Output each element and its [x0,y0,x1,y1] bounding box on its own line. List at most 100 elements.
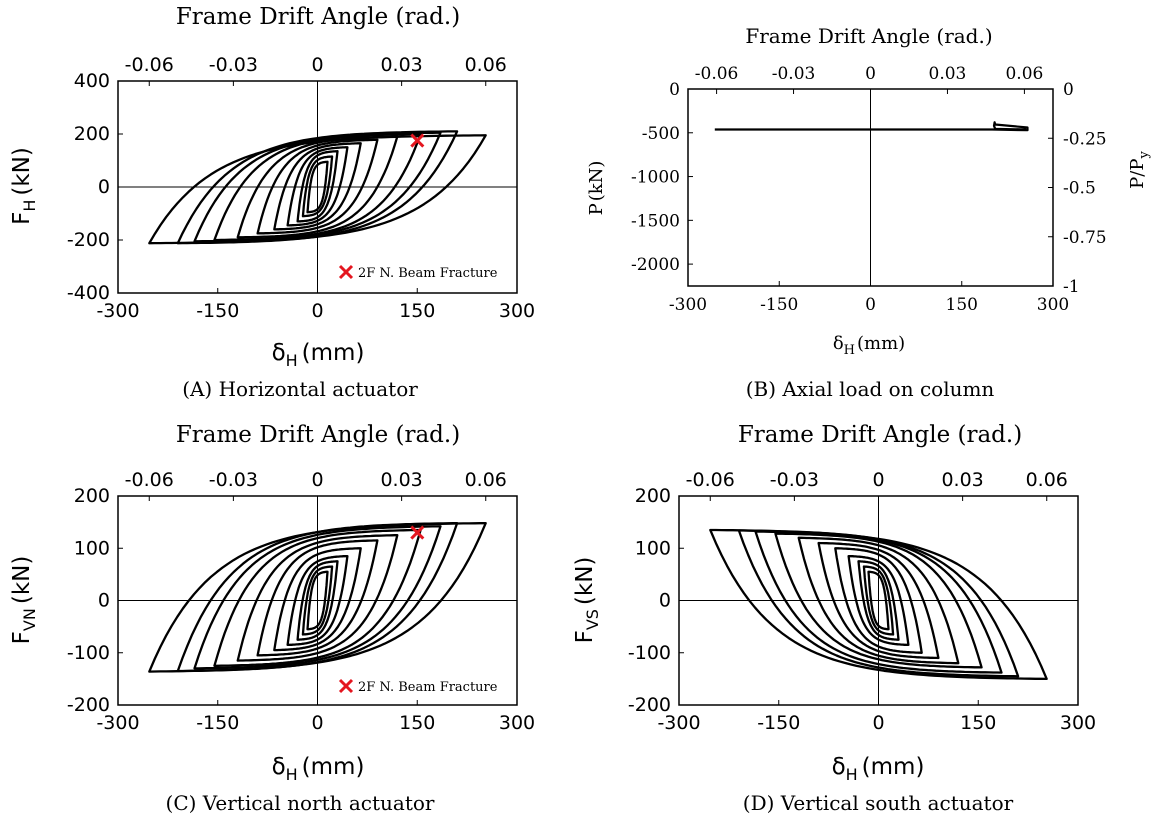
panel-a-x-tick-label: 0 [311,300,323,322]
panel-d: Frame Drift Angle (rad.) -0.06 -0.03 0 0.03… [572,422,1096,815]
panel-b-y-tick-label: -500 [642,124,680,144]
panel-c-hysteresis-loop [301,565,334,636]
panel-d-top-tick-label: 0.03 [941,469,983,491]
panel-b-top-ticks: -0.06 -0.03 0 0.03 0.06 [695,64,1043,94]
panel-d-x-tick-label: 0 [872,712,884,734]
panel-a-y-ticks: -400 -200 0 200 400 [67,70,123,304]
panel-b: Frame Drift Angle (rad.) -0.06 -0.03 0 0.03… [586,24,1152,401]
panel-a-curves [148,130,487,245]
panel-a-hysteresis-loop [286,146,349,227]
panel-a-hysteresis-loop [148,134,487,245]
panel-a-y-tick-label: -200 [67,229,110,251]
panel-c-y-tick-label: 100 [74,537,110,559]
panel-d-hysteresis-loop [847,554,910,647]
panel-b-x-tick-label: 300 [1037,295,1069,315]
panel-b-top-tick-label: 0.03 [929,64,967,84]
panel-d-y-tick-label: 100 [635,537,671,559]
panel-d-top-tick-label: 0.06 [1026,469,1068,491]
panel-c-hysteresis-loop [148,522,487,673]
panel-d-x-tick-label: -300 [657,712,700,734]
panel-b-y-ticks: 0 -500 -1000 -1500 -2000 [631,80,693,275]
panel-c-marker-legend: 2F N. Beam Fracture [338,678,498,695]
panel-b-caption: (B) Axial load on column [746,377,995,401]
panel-c-y-ticks: -200 -100 0 100 200 [67,485,123,716]
panel-d-hysteresis-loop [862,565,895,636]
panel-d-x-tick-label: 150 [960,712,996,734]
panel-a-x-tick-label: 300 [499,300,535,322]
panel-a-caption: (A) Horizontal actuator [182,377,418,401]
panel-c-x-tick-label: -300 [96,712,139,734]
panel-a-top-tick-label: -0.06 [125,54,174,76]
panel-c-caption: (C) Vertical north actuator [166,791,435,815]
panel-c-top-tick-label: 0.03 [380,469,422,491]
panel-b-top-tick-label: -0.03 [772,64,816,84]
panel-a-top-ticks: -0.06 -0.03 0 0.03 0.06 [125,54,507,86]
panel-c-y-axis-label: FVN(kN) [9,556,39,645]
panel-c-top-tick-label: 0.06 [465,469,507,491]
panel-b-right-tick-label: -0.25 [1063,129,1107,149]
panel-d-y-tick-label: 0 [659,590,671,612]
panel-a-x-axis-label: δH (mm) [272,340,365,370]
panel-b-top-tick-label: 0.06 [1005,64,1043,84]
panel-b-x-ticks: -300 -150 0 150 300 [669,281,1069,315]
panel-c-fracture-marker [410,525,425,540]
panel-d-hysteresis-loop [817,541,940,660]
panel-c-legend-x-icon [338,678,354,694]
panel-c-x-tick-label: 150 [399,712,435,734]
panel-a-y-tick-label: 0 [98,176,110,198]
panel-c-hysteresis-loop [296,560,339,641]
panel-c-legend-label: 2F N. Beam Fracture [358,680,498,695]
panel-c-x-tick-label: -150 [196,712,239,734]
panel-d-hysteresis-loop [774,532,983,669]
panel-d-top-axis-title: Frame Drift Angle (rad.) [738,422,1022,448]
panel-a-hysteresis-loop [273,142,362,231]
panel-a-x-ticks: -300 -150 0 150 300 [96,288,535,322]
panel-d-hysteresis-loop [857,560,900,641]
panel-a-legend-x-icon [338,264,354,280]
panel-c-x-axis-label: δH (mm) [272,754,365,784]
panel-c-top-tick-label: 0 [311,469,323,491]
panel-c-x-tick-label: 0 [311,712,323,734]
panel-b-top-tick-label: 0 [865,64,876,84]
panel-c-hysteresis-loop [193,525,442,670]
panel-c-y-tick-label: -200 [67,694,110,716]
panel-d-curves [709,528,1048,681]
panel-d-y-tick-label: 200 [635,485,671,507]
panel-a-legend-label: 2F N. Beam Fracture [358,266,498,281]
panel-b-x-tick-label: -150 [760,295,798,315]
panel-c-x-ticks: -300 -150 0 150 300 [96,700,535,734]
panel-d-top-tick-label: -0.06 [686,469,735,491]
panel-b-right-tick-label: -0.75 [1063,228,1107,248]
panel-d-x-ticks: -300 -150 0 150 300 [657,700,1096,734]
panel-b-x-tick-label: 0 [865,295,876,315]
panel-a-top-tick-label: -0.03 [209,54,258,76]
panel-c-top-tick-label: -0.06 [125,469,174,491]
panel-a-top-tick-label: 0 [311,54,323,76]
panel-d-y-tick-label: -200 [628,694,671,716]
panel-c-y-tick-label: 200 [74,485,110,507]
panel-b-x-tick-label: 150 [946,295,978,315]
panel-c-top-tick-label: -0.03 [209,469,258,491]
panel-c-hysteresis-loop [273,547,362,652]
panel-b-y-tick-label: -2000 [631,255,680,275]
panel-d-x-tick-label: 300 [1060,712,1096,734]
panel-d-top-ticks: -0.06 -0.03 0 0.03 0.06 [686,469,1068,501]
panel-a: Frame Drift Angle (rad.) -0.06 -0.03 0 0.03… [9,4,535,401]
panel-c-hysteresis-loop [306,570,329,631]
panel-a-top-axis-title: Frame Drift Angle (rad.) [176,4,460,30]
panel-d-x-axis-label: δH (mm) [832,754,925,784]
panel-b-right-axis-label: P/Py [1127,151,1152,189]
panel-c: Frame Drift Angle (rad.) -0.06 -0.03 0 0.03… [9,422,535,815]
panel-a-y-axis-label: FH(kN) [9,147,39,225]
panel-b-y-tick-label: 0 [669,80,680,100]
panel-b-right-tick-label: -0.5 [1063,179,1096,199]
panel-b-x-axis-label: δH (mm) [833,333,905,358]
panel-b-series-line [714,121,1029,132]
panel-a-top-tick-label: 0.06 [465,54,507,76]
panel-b-y-axis-label: P(kN) [586,161,607,216]
panel-a-zero-lines [118,81,517,293]
panel-a-x-tick-label: -150 [196,300,239,322]
panel-c-hysteresis-loop [256,539,379,657]
panel-a-fracture-marker [410,133,425,148]
panel-d-hysteresis-loop [867,570,890,631]
